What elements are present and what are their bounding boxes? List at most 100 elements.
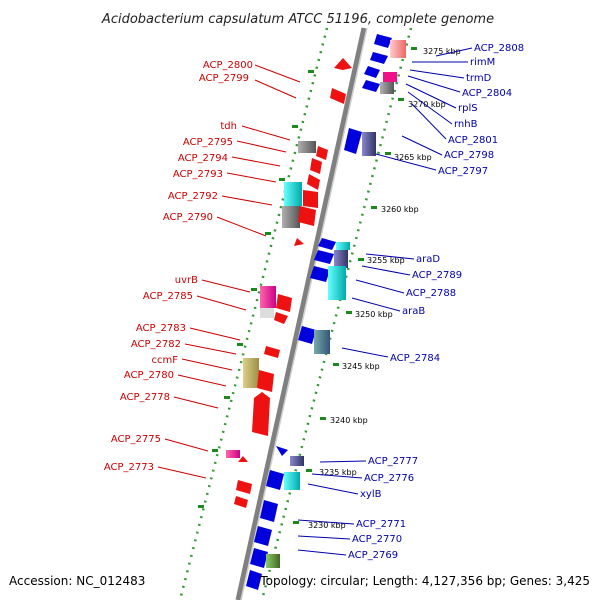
gene-ACP_2795 [316,146,328,160]
gene-label: ACP_2773 [104,462,154,473]
gene-ACP_2776-box [284,472,300,490]
gene-ACP_2788-box [328,266,346,300]
tick-mark [212,449,218,452]
gene-ACP_2800 [334,58,352,70]
leader-line [375,153,437,171]
gene-ACP_2799 [330,88,346,104]
gene-ACP_2772 [234,496,248,508]
gene-rplS [383,72,397,82]
tick-label: 3235 kbp [319,468,357,477]
leader-line [241,125,291,141]
tick-mark [346,311,352,314]
gene-araB [298,326,316,344]
leader-line [361,265,411,276]
gene-ACP_2783 [260,308,274,318]
leader-line [196,295,247,311]
gene-ACP_2784 [314,330,330,354]
leader-line [365,253,415,260]
gene-ACP_2771 [254,526,272,546]
figure-title: Acidobacterium capsulatum ATCC 51196, co… [101,12,494,27]
tick-mark [320,417,326,420]
left-leader-lines [157,64,301,479]
gene-label: ACP_2789 [412,270,462,281]
gene-ACP_2769 [266,554,280,568]
tick-mark [293,521,299,524]
leader-line [297,535,351,540]
gene-label: ACP_2792 [168,191,218,202]
gene-ACP_2792b [303,190,318,208]
tick-mark [371,206,377,209]
tick-label: 3265 kbp [394,153,432,162]
right-leader-lines [297,47,473,556]
leader-line [177,374,227,387]
leader-line [341,347,389,358]
gene-araD [318,238,336,250]
leader-line [355,279,405,294]
gene-ccmF [243,358,259,388]
gene-xylB [260,500,278,522]
gene-label: ACP_2801 [448,135,498,146]
gene-label: ACP_2778 [120,392,170,403]
gene-ACP_2770 [250,548,268,568]
gene-label: ACP_2782 [131,339,181,350]
gene-label: ACP_2783 [136,323,186,334]
gene-ACP_2798 [344,128,362,154]
gene-ACP_2792 [284,182,302,206]
gene-label: ACP_2777 [368,456,418,467]
leader-line [254,79,297,99]
leader-line [201,279,251,293]
gene-label: ACP_2799 [199,73,249,84]
topology-text: Topology: circular; Length: 4,127,356 bp… [259,574,590,588]
leader-line [184,343,237,355]
gene-label: ACP_2790 [163,212,213,223]
gene-tdh [298,141,316,153]
gene-uvrB [260,286,276,308]
tick-mark [265,232,271,235]
leader-line [157,466,207,479]
tick-label: 3275 kbp [423,47,461,56]
gene-ACP_2775 [226,450,240,458]
outer-left-dotted-guide [178,27,329,600]
forward-strand-genes [226,58,352,508]
gene-rnhB [380,82,394,94]
tick-mark [333,363,339,366]
tick-mark [411,47,417,50]
gene-ACP_2775b [238,456,248,462]
gene-araD-box [336,242,350,250]
gene-label: tdh [220,121,237,132]
leader-line [401,135,443,156]
backbone-line [235,27,367,600]
gene-label: ccmF [152,355,179,366]
gene-label: ACP_2770 [352,534,402,545]
backbone-shadow [240,27,368,600]
gene-ACP_2808 [374,34,392,48]
tick-mark [358,258,364,261]
gene-ACP_2782 [264,346,280,358]
leader-line [216,216,267,237]
gene-ACP_2785 [276,294,292,312]
leader-line [409,69,465,79]
scale-ticks [198,47,417,524]
tick-label: 3250 kbp [355,310,393,319]
tick-mark [251,288,257,291]
gene-ACP_2780 [257,370,274,392]
gene-label: ACP_2785 [143,291,193,302]
gene-label: ACP_2780 [124,370,174,381]
gene-label: ACP_2794 [178,153,228,164]
gene-label: ACP_2771 [356,519,406,530]
gene-label: ACP_2800 [203,60,253,71]
leader-line [181,358,233,371]
gene-rimM [390,40,406,58]
gene-label: ACP_2769 [348,550,398,561]
gene-ACP_2789-box [334,250,348,268]
reverse-gene-labels: ACP_2808 rimM trmD ACP_2804 rplS rnhB AC… [348,43,524,561]
leader-line [311,473,363,479]
tick-mark [198,505,204,508]
gene-ACP_2785b [274,312,288,324]
gene-label: rimM [470,57,495,68]
tick-label: 3260 kbp [381,205,419,214]
gene-label: ACP_2797 [438,166,488,177]
gene-label: araB [402,306,425,317]
gene-label: ACP_2804 [462,88,512,99]
